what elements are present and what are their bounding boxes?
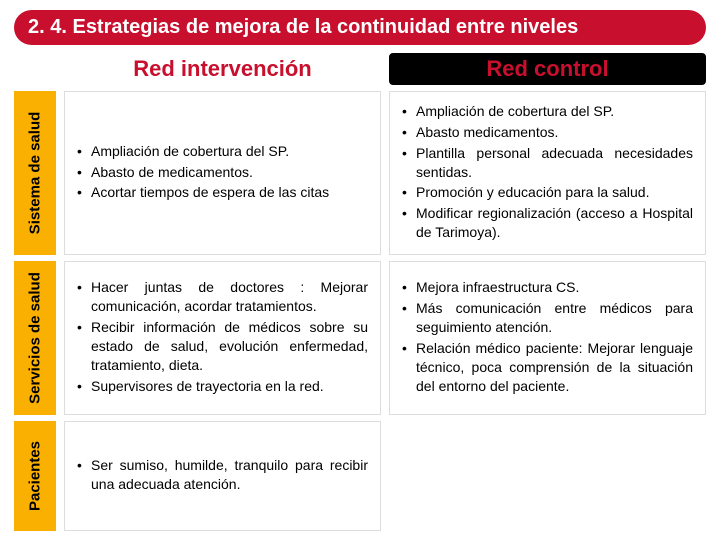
cell-sistema-intervencion: Ampliación de cobertura del SP. Abasto d… xyxy=(64,91,381,255)
list-item: Abasto de medicamentos. xyxy=(77,163,368,182)
list-item: Recibir información de médicos sobre su … xyxy=(77,318,368,375)
col-header-intervencion: Red intervención xyxy=(64,53,381,85)
cell-pacientes-control xyxy=(389,421,706,531)
row-label-pacientes: Pacientes xyxy=(14,421,56,531)
cell-sistema-control: Ampliación de cobertura del SP. Abasto m… xyxy=(389,91,706,255)
row-label-servicios: Servicios de salud xyxy=(14,261,56,415)
row-label-pacientes-text: Pacientes xyxy=(27,441,44,511)
list-item: Más comunicación entre médicos para segu… xyxy=(402,299,693,337)
list-item: Mejora infraestructura CS. xyxy=(402,278,693,297)
cell-servicios-control: Mejora infraestructura CS. Más comunicac… xyxy=(389,261,706,415)
list-item: Supervisores de trayectoria en la red. xyxy=(77,377,368,396)
row-label-sistema: Sistema de salud xyxy=(14,91,56,255)
list-item: Acortar tiempos de espera de las citas xyxy=(77,183,368,202)
list-item: Ampliación de cobertura del SP. xyxy=(402,102,693,121)
list-item: Modificar regionalización (acceso a Hosp… xyxy=(402,204,693,242)
column-header-row: Red intervención Red control xyxy=(14,53,706,85)
list-item: Ampliación de cobertura del SP. xyxy=(77,142,368,161)
col-header-control: Red control xyxy=(389,53,706,85)
list-item: Ser sumiso, humilde, tranquilo para reci… xyxy=(77,456,368,494)
list-item: Hacer juntas de doctores : Mejorar comun… xyxy=(77,278,368,316)
cell-servicios-intervencion: Hacer juntas de doctores : Mejorar comun… xyxy=(64,261,381,415)
page-title: 2. 4. Estrategias de mejora de la contin… xyxy=(14,10,706,45)
list-item: Relación médico paciente: Mejorar lengua… xyxy=(402,339,693,396)
row-label-sistema-text: Sistema de salud xyxy=(27,112,44,235)
list-item: Plantilla personal adecuada necesidades … xyxy=(402,144,693,182)
list-item: Promoción y educación para la salud. xyxy=(402,183,693,202)
content-grid: Sistema de salud Ampliación de cobertura… xyxy=(14,91,706,531)
row-label-servicios-text: Servicios de salud xyxy=(27,272,44,404)
list-item: Abasto medicamentos. xyxy=(402,123,693,142)
cell-pacientes-intervencion: Ser sumiso, humilde, tranquilo para reci… xyxy=(64,421,381,531)
